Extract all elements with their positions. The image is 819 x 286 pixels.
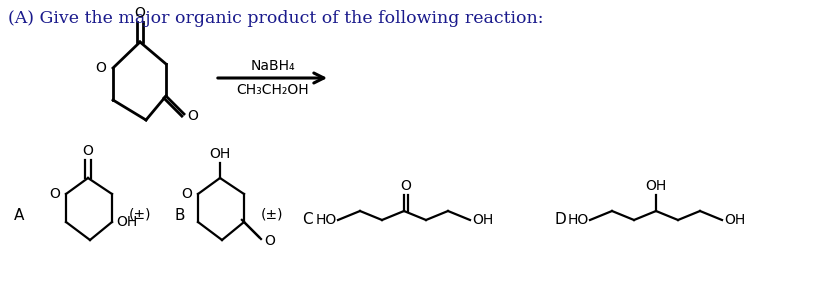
Text: O: O (187, 109, 198, 123)
Text: OH: OH (210, 147, 231, 161)
Text: D: D (554, 212, 566, 227)
Text: O: O (400, 179, 411, 193)
Text: HO: HO (316, 213, 337, 227)
Text: (±): (±) (260, 208, 283, 222)
Text: A: A (14, 208, 25, 223)
Text: OH: OH (724, 213, 745, 227)
Text: C: C (302, 212, 313, 227)
Text: CH₃CH₂OH: CH₃CH₂OH (236, 83, 309, 97)
Text: O: O (134, 6, 146, 20)
Text: OH: OH (116, 215, 138, 229)
Text: O: O (181, 187, 192, 201)
Text: B: B (175, 208, 185, 223)
Text: O: O (264, 234, 275, 248)
Text: NaBH₄: NaBH₄ (250, 59, 295, 73)
Text: O: O (95, 61, 106, 75)
Text: OH: OH (645, 179, 667, 193)
Text: HO: HO (568, 213, 589, 227)
Text: (A) Give the major organic product of the following reaction:: (A) Give the major organic product of th… (8, 10, 544, 27)
Text: O: O (83, 144, 93, 158)
Text: OH: OH (472, 213, 493, 227)
Text: O: O (49, 187, 60, 201)
Text: (±): (±) (129, 208, 152, 222)
